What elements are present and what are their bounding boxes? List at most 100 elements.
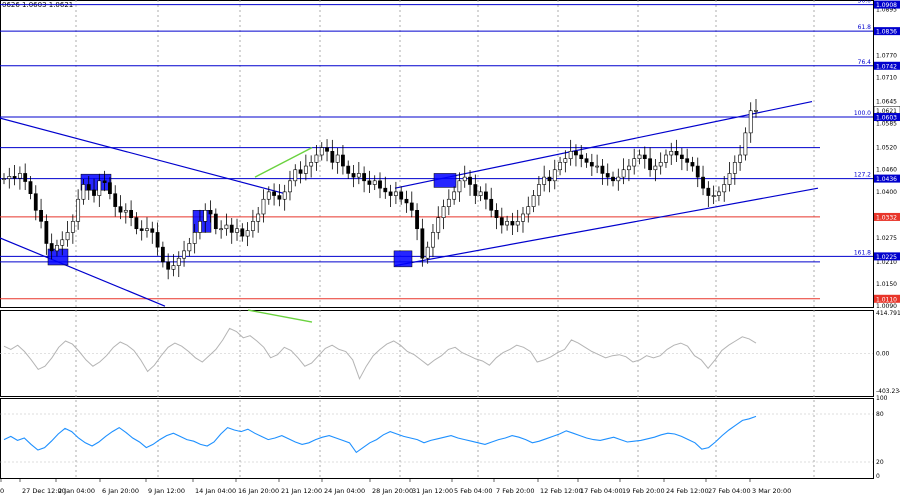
time-label-0: 0 (0, 487, 4, 495)
price-tick-5: 1.0520 (876, 145, 897, 152)
candle-body (2, 178, 6, 180)
price-label-0: 1.0908 (876, 2, 897, 9)
price-tick-2: 1.0710 (876, 75, 897, 82)
candle-body (92, 189, 96, 196)
candle-body (378, 180, 382, 189)
candle-body (404, 198, 409, 204)
price-label-7: 1.0225 (876, 254, 897, 261)
candle-body (754, 110, 758, 112)
candle-body (129, 210, 133, 218)
candle-body (611, 176, 615, 182)
rsi-line (3, 415, 757, 454)
candle-body (49, 243, 54, 252)
candle-body (616, 176, 621, 182)
candle-body (145, 228, 149, 231)
fib-label-7: 161.8 (854, 249, 871, 256)
candle-body (536, 184, 541, 196)
candle-body (446, 198, 451, 207)
candle-body (309, 162, 314, 167)
rsi-panel-frame (0, 398, 874, 479)
candle-body (473, 184, 478, 196)
time-label-9: 28 Jan 20:00 (372, 487, 413, 495)
candle-body (632, 158, 637, 167)
candle-body (743, 132, 748, 156)
candle-body (441, 206, 446, 218)
candle-body (679, 154, 684, 159)
price-label-8: 1.0110 (876, 296, 897, 303)
candle-body (409, 202, 414, 211)
candle-body (28, 181, 33, 195)
candle-body (303, 165, 308, 174)
candle-body (351, 173, 356, 178)
candle-body (235, 228, 239, 233)
price-label-box-4 (874, 113, 900, 122)
candle-body (589, 162, 594, 167)
time-label-6: 16 Jan 20:00 (238, 487, 279, 495)
candle-body (468, 176, 472, 185)
time-label-5: 14 Jan 04:00 (195, 487, 236, 495)
candle-body (44, 221, 49, 244)
time-label-15: 19 Feb 20:00 (622, 487, 665, 495)
candle-body (139, 228, 144, 231)
candle-body (261, 198, 266, 215)
candle-body (568, 151, 573, 159)
cci-tick-1: 0.00 (876, 351, 890, 358)
main-panel-frame (0, 0, 874, 308)
uptrend-channel-lower (394, 187, 819, 267)
candle-body (457, 180, 462, 193)
candle-body (584, 158, 589, 163)
candle-body (150, 228, 155, 233)
rsi-tick-0: 100 (876, 395, 888, 402)
downtrend-line-lower (0, 237, 166, 307)
candle-body (81, 184, 86, 200)
candle-body (521, 213, 525, 222)
fib-label-0: 50.0 (858, 0, 872, 5)
price-label-1: 1.0836 (876, 29, 897, 36)
time-label-1: 27 Dec 12:00 (22, 487, 66, 495)
price-label-box-2 (874, 61, 900, 70)
price-label-box-0 (874, 0, 900, 9)
candle-body (166, 261, 171, 270)
candle-body (155, 232, 160, 248)
price-tick-11: 1.0150 (876, 281, 897, 288)
candle-body (642, 154, 647, 159)
candle-body (452, 191, 457, 200)
candle-body (558, 162, 562, 171)
candle-body (658, 162, 663, 167)
fib-label-2: 76.4 (858, 59, 872, 66)
time-label-10: 31 Jan 12:00 (412, 487, 453, 495)
candle-body (510, 221, 515, 226)
candle-body (229, 224, 234, 233)
candle-body (695, 165, 700, 178)
candle-body (717, 191, 721, 196)
candle-body (505, 221, 509, 226)
candle-body (399, 191, 404, 200)
candle-body (706, 187, 711, 196)
candle-body (203, 210, 208, 222)
fib-label-1: 61.8 (858, 24, 872, 31)
candle-body (563, 158, 568, 163)
cci-tick-2: -403.234 (876, 388, 900, 395)
candle-body (542, 176, 547, 185)
time-label-2: 2 Jan 04:00 (58, 487, 95, 495)
candle-body (595, 165, 600, 168)
candle-body (7, 176, 12, 179)
candle-body (669, 151, 674, 156)
cci-line (3, 327, 757, 381)
rsi-tick-1: 80 (876, 411, 884, 418)
time-label-8: 24 Jan 04:00 (324, 487, 365, 495)
candle-body (552, 169, 557, 182)
zone-box-2 (192, 210, 212, 233)
candle-body (388, 191, 393, 196)
candle-body (134, 217, 139, 230)
price-label-box-6 (874, 212, 900, 221)
candle-body (547, 176, 552, 182)
price-tick-12: 1.0090 (876, 303, 897, 310)
price-tick-0: 1.0895 (876, 6, 897, 13)
candle-body (637, 154, 642, 159)
candle-body (240, 228, 245, 237)
candle-body (266, 191, 271, 200)
candle-body (383, 187, 388, 193)
